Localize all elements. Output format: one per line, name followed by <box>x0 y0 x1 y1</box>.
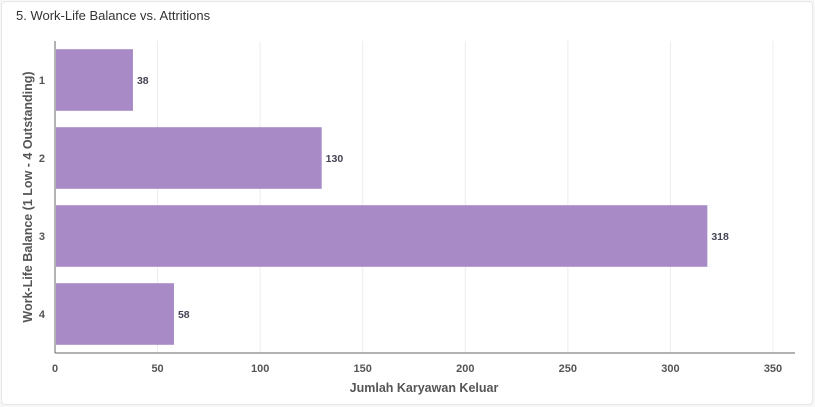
y-tick-label: 3 <box>39 231 45 243</box>
bars: 38 130 318 58 <box>56 49 729 345</box>
bar <box>56 127 322 189</box>
chart-title: 5. Work-Life Balance vs. Attritions <box>16 8 211 23</box>
x-tick-label: 100 <box>251 363 269 375</box>
bar <box>56 49 133 111</box>
gridlines <box>157 41 774 353</box>
y-tick-label: 1 <box>39 75 45 87</box>
data-label: 318 <box>711 231 729 243</box>
x-tick-label: 150 <box>354 363 372 375</box>
x-tick-label: 300 <box>661 363 679 375</box>
x-tick-label: 200 <box>456 363 474 375</box>
x-tick-label: 350 <box>764 363 782 375</box>
data-label: 130 <box>326 153 344 165</box>
x-tick-label: 50 <box>151 363 163 375</box>
y-tick-label: 4 <box>39 309 46 321</box>
axes: 0 50 100 150 200 250 300 350 1 2 3 4 <box>39 41 795 375</box>
y-axis-label: Work-Life Balance (1 Low - 4 Outstanding… <box>21 71 35 322</box>
bar <box>56 283 174 345</box>
bar <box>56 205 708 267</box>
x-tick-label: 250 <box>559 363 577 375</box>
y-tick-label: 2 <box>39 153 45 165</box>
x-tick-label: 0 <box>52 363 58 375</box>
data-label: 58 <box>178 309 190 321</box>
data-label: 38 <box>137 75 149 87</box>
x-axis-label: Jumlah Karyawan Keluar <box>350 381 499 395</box>
